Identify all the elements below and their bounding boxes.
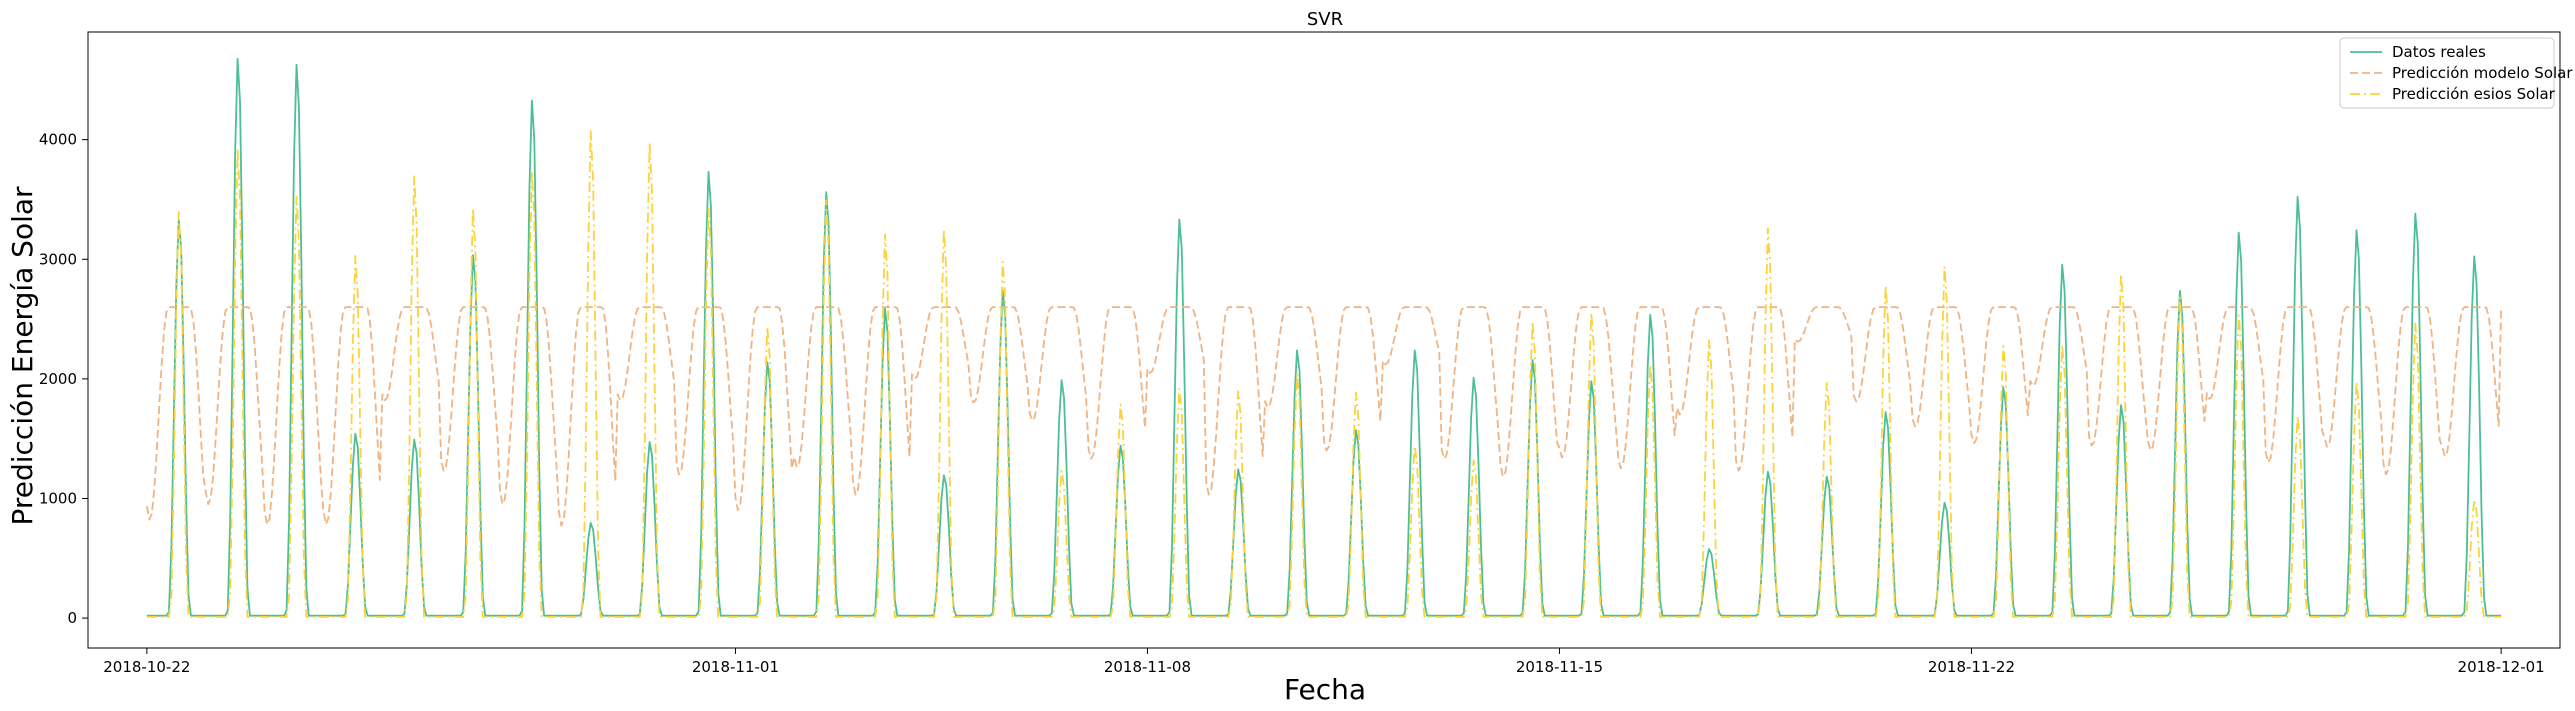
- x-tick-label: 2018-11-01: [692, 658, 779, 676]
- series-line-1: [146, 57, 2502, 617]
- x-tick-label: 2018-11-15: [1516, 658, 1603, 676]
- y-tick-label: 0: [67, 609, 77, 627]
- legend-label-2: Predicción modelo Solar: [2392, 64, 2573, 82]
- x-tick-label: 2018-10-22: [103, 658, 190, 676]
- axes-layer: 0 1000 2000 3000 4000 2018-10-22 2018-11-01 201…: [39, 31, 2561, 676]
- series-layer: [146, 57, 2502, 618]
- y-tick-label: 3000: [39, 250, 77, 268]
- x-tick-label: 2018-12-01: [2458, 658, 2545, 676]
- y-axis-title: Predicción Energía Solar: [6, 186, 39, 526]
- x-tick-label: 2018-11-08: [1104, 658, 1191, 676]
- legend-label-1: Datos reales: [2392, 43, 2486, 61]
- series-line-2: [146, 306, 2502, 527]
- y-tick-label: 4000: [39, 131, 77, 149]
- y-tick-label: 2000: [39, 370, 77, 388]
- plot-frame: [87, 31, 2561, 649]
- legend-box: [2339, 37, 2555, 109]
- x-axis-title: Fecha: [1284, 673, 1366, 706]
- series-line-3: [146, 130, 2502, 618]
- y-tick-label: 1000: [39, 489, 77, 507]
- legend-label-3: Predicción esios Solar: [2392, 85, 2556, 103]
- legend: Datos reales Predicción modelo Solar Predi…: [2339, 37, 2573, 109]
- chart-title: SVR: [1307, 9, 1343, 30]
- x-tick-label: 2018-11-22: [1928, 658, 2015, 676]
